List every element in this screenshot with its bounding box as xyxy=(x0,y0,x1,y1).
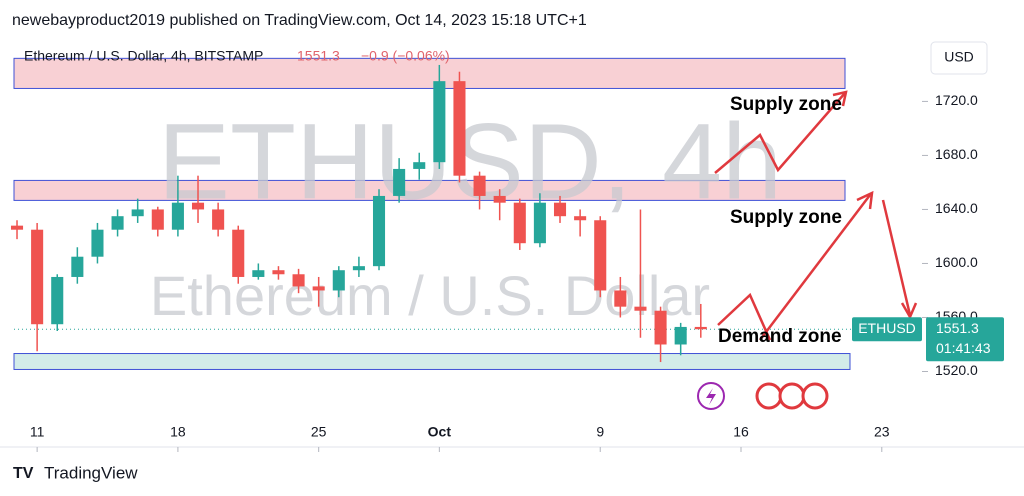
x-tick-label: 9 xyxy=(596,424,604,440)
candle-body xyxy=(393,168,406,196)
flag-icons[interactable] xyxy=(755,382,829,410)
x-tick-label: 16 xyxy=(733,424,749,440)
zone xyxy=(13,57,846,89)
candle-body xyxy=(252,270,265,277)
candle-body xyxy=(352,266,365,271)
currency-box[interactable] xyxy=(930,41,988,75)
candle-body xyxy=(51,276,64,325)
zone xyxy=(13,353,851,370)
price-tag-price: 1551.3 xyxy=(936,320,979,336)
candle-body xyxy=(91,229,104,257)
zone-label: Supply zone xyxy=(730,94,842,115)
x-tick-label: 23 xyxy=(874,424,890,440)
candle-body xyxy=(574,216,587,221)
candle-body xyxy=(634,306,647,311)
candle-body xyxy=(453,81,466,176)
candle-body xyxy=(694,326,707,330)
price-tag-countdown: 01:41:43 xyxy=(936,340,991,356)
candle-body xyxy=(654,310,667,345)
candle-body xyxy=(413,162,426,169)
candle-body xyxy=(433,81,446,163)
candle-body xyxy=(372,195,386,267)
footer: TradingView xyxy=(44,463,138,482)
legend-symbol: Ethereum / U.S. Dollar, 4h, BITSTAMP xyxy=(24,48,263,64)
y-tick-label: 1680.0 xyxy=(935,146,978,162)
x-tick-label: 11 xyxy=(30,424,45,440)
x-tick-label: Oct xyxy=(428,424,452,440)
candle-body xyxy=(272,270,285,275)
y-tick-label: 1640.0 xyxy=(935,200,978,216)
currency: USD xyxy=(944,49,974,65)
candle-body xyxy=(473,175,486,196)
event-icon-bolt xyxy=(706,388,716,405)
legend-price: 1551.3 xyxy=(297,48,340,64)
y-tick-label: 1720.0 xyxy=(935,92,978,108)
zone-label: Supply zone xyxy=(730,207,842,228)
legend-change: −0.9 (−0.06%) xyxy=(361,48,450,64)
candle-body xyxy=(533,202,546,244)
candle-body xyxy=(674,326,687,345)
watermark-symbol: ETHUSD, 4h xyxy=(158,101,782,222)
candle-body xyxy=(71,256,84,277)
zone-label: Demand zone xyxy=(718,326,842,347)
candle-body xyxy=(594,220,607,291)
candle-body xyxy=(212,209,225,230)
candle-body xyxy=(312,286,325,291)
logo: TV xyxy=(13,465,34,482)
x-tick-label: 25 xyxy=(311,424,327,440)
candle-body xyxy=(151,209,164,230)
arrows xyxy=(714,90,918,341)
zone xyxy=(13,179,846,201)
candle-body xyxy=(111,216,124,230)
y-tick-label: 1600.0 xyxy=(935,254,978,270)
candle-body xyxy=(292,274,305,287)
candle-body xyxy=(10,225,24,230)
candle-body xyxy=(553,202,567,217)
event-icon[interactable] xyxy=(697,382,725,410)
header: newebayproduct2019 published on TradingV… xyxy=(12,12,587,29)
candle-body xyxy=(332,270,345,291)
x-tick-label: 18 xyxy=(170,424,186,440)
candle-body xyxy=(513,202,526,244)
candle-body xyxy=(171,202,184,230)
price-tag-symbol-bg xyxy=(852,317,922,342)
y-tick-label: 1520.0 xyxy=(935,362,978,378)
price-tag-symbol: ETHUSD xyxy=(858,320,916,336)
candle-body xyxy=(131,209,144,217)
candle-body xyxy=(493,195,506,203)
candle-body xyxy=(191,202,205,210)
price-tag-bg xyxy=(926,317,1004,362)
candle-body xyxy=(31,229,44,325)
candle-body xyxy=(614,290,627,307)
candle-body xyxy=(232,229,245,277)
